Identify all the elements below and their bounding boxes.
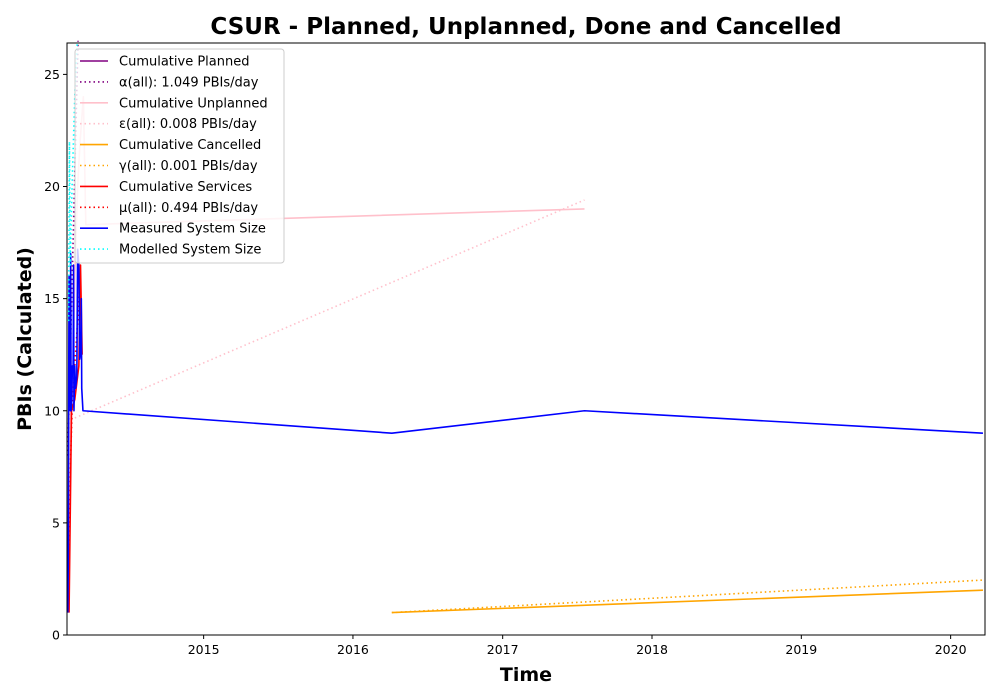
legend-label-1: α(all): 1.049 PBIs/day — [119, 75, 259, 90]
legend-label-4: Cumulative Cancelled — [119, 138, 261, 153]
legend-box — [74, 48, 285, 264]
y-tick-label: 20 — [44, 179, 60, 194]
x-tick-label: 2015 — [188, 642, 220, 657]
series-line-8 — [67, 248, 983, 613]
legend-label-6: Cumulative Services — [119, 180, 252, 195]
legend-label-5: γ(all): 0.001 PBIs/day — [119, 159, 258, 174]
legend-label-0: Cumulative Planned — [119, 55, 249, 70]
legend-label-3: ε(all): 0.008 PBIs/day — [119, 117, 257, 132]
y-tick-label: 10 — [44, 403, 60, 418]
series-line-1 — [67, 40, 79, 456]
series-line-4 — [391, 589, 983, 614]
legend-label-8: Measured System Size — [119, 222, 266, 237]
legend: Cumulative Planned α(all): 1.049 PBIs/day… — [74, 48, 285, 264]
x-tick-label: 2020 — [935, 642, 967, 657]
series-line-3 — [70, 199, 585, 421]
x-tick-label: 2016 — [337, 642, 369, 657]
y-axis-ticks: 0 5 10 15 20 25 — [44, 67, 67, 643]
x-tick-label: 2019 — [785, 642, 817, 657]
legend-label-2: Cumulative Unplanned — [119, 96, 268, 111]
x-tick-label: 2017 — [487, 642, 519, 657]
series-line-9 — [67, 42, 79, 322]
x-axis-ticks: 2015 2016 2017 2018 2019 2020 — [188, 635, 967, 657]
y-axis-label: PBIs (Calculated) — [14, 247, 36, 431]
plot-area: 2015 2016 2017 2018 2019 2020 0 5 10 15 20 25 — [44, 40, 986, 657]
x-axis-label: Time — [500, 664, 552, 686]
x-tick-label: 2018 — [636, 642, 668, 657]
legend-label-9: Modelled System Size — [119, 243, 261, 258]
y-tick-label: 0 — [52, 628, 60, 643]
y-tick-label: 5 — [52, 515, 60, 530]
chart-title: CSUR - Planned, Unplanned, Done and Canc… — [210, 14, 841, 40]
y-tick-label: 25 — [44, 67, 60, 82]
axes-frame — [66, 42, 986, 636]
legend-items: Cumulative Planned α(all): 1.049 PBIs/day… — [80, 55, 268, 258]
legend-label-7: μ(all): 0.494 PBIs/day — [119, 201, 258, 216]
y-tick-label: 15 — [44, 291, 60, 306]
